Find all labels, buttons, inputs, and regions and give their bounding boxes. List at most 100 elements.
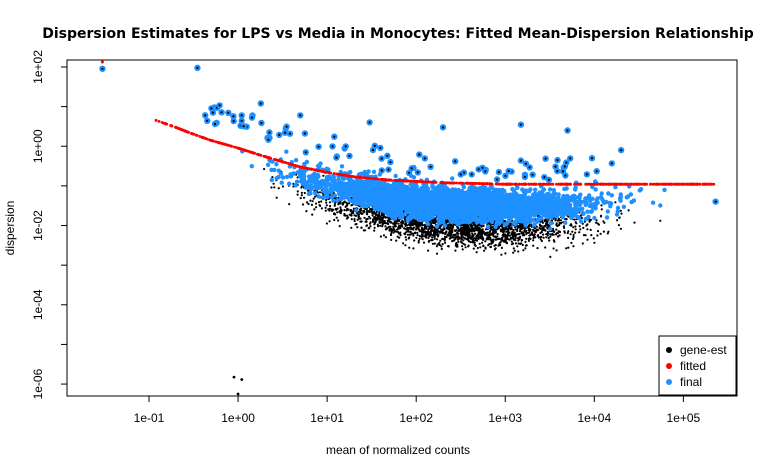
point-gene-est	[450, 223, 453, 226]
point-gene-est	[366, 217, 369, 221]
point-gene-est	[379, 235, 382, 238]
point-gene-est	[396, 228, 399, 231]
point-gene-est	[633, 221, 636, 224]
point-gene-est	[305, 210, 308, 213]
point-gene-est	[430, 228, 433, 231]
point-gene-est	[516, 229, 519, 233]
point-gene-est	[472, 247, 475, 250]
point-gene-est	[535, 225, 538, 228]
point-final	[321, 195, 326, 201]
point-gene-est	[552, 227, 555, 231]
point-gene-est	[338, 202, 342, 205]
point-gene-est	[525, 237, 528, 240]
point-final	[573, 185, 578, 190]
point-gene-est	[412, 247, 415, 250]
point-gene-est	[502, 239, 506, 242]
point-gene-est	[520, 242, 523, 245]
point-gene-est	[557, 230, 560, 233]
point-gene-est	[512, 231, 515, 235]
point-gene-est	[618, 216, 621, 219]
point-gene-est	[517, 242, 520, 245]
point-gene-est	[451, 230, 454, 233]
point-gene-est	[469, 224, 472, 227]
point-gene-est	[343, 212, 346, 216]
point-gene-est	[320, 200, 323, 203]
point-gene-est	[533, 233, 536, 236]
point-gene-est	[312, 197, 315, 200]
point-gene-est	[340, 209, 343, 212]
point-gene-est	[382, 222, 385, 225]
point-gene-est	[273, 186, 276, 189]
point-gene-est	[433, 237, 436, 240]
point-gene-est	[563, 231, 566, 234]
point-gene-est	[307, 202, 310, 206]
point-final	[353, 208, 359, 213]
point-gene-est	[570, 241, 573, 244]
point-gene-est	[539, 238, 542, 241]
point-gene-est	[348, 202, 351, 205]
point-gene-est	[415, 221, 418, 224]
point-gene-est	[525, 229, 528, 232]
point-gene-est	[547, 237, 550, 240]
point-gene-est	[498, 243, 501, 246]
point-gene-est	[417, 225, 420, 228]
point-gene-est	[554, 217, 557, 221]
point-gene-est	[507, 229, 510, 232]
point-gene-est	[403, 227, 406, 230]
point-final	[313, 191, 318, 196]
point-gene-est	[325, 204, 328, 207]
point-gene-est	[422, 241, 426, 244]
point-gene-est	[475, 239, 479, 242]
point-gene-est	[482, 244, 485, 247]
point-gene-est	[433, 242, 436, 245]
point-gene-est	[369, 208, 372, 211]
point-gene-est	[347, 208, 350, 211]
point-gene-est	[418, 228, 421, 231]
point-gene-est	[360, 212, 363, 215]
point-gene-est	[333, 203, 336, 206]
point-gene-est	[574, 231, 577, 234]
point-gene-est	[455, 232, 458, 235]
point-gene-est	[508, 234, 511, 237]
point-gene-est	[389, 233, 393, 237]
point-gene-est	[544, 246, 547, 249]
point-gene-est	[416, 234, 419, 237]
point-gene-est	[497, 237, 501, 240]
point-gene-est	[462, 242, 465, 245]
point-gene-est	[510, 243, 513, 246]
point-gene-est	[441, 243, 444, 246]
point-gene-est	[346, 202, 349, 205]
point-gene-est	[345, 217, 349, 220]
point-gene-est	[392, 231, 395, 234]
point-gene-est	[508, 238, 511, 241]
point-gene-est	[580, 216, 584, 220]
point-gene-est	[303, 191, 306, 195]
point-final	[533, 187, 538, 192]
point-gene-est	[582, 234, 586, 237]
point-final	[637, 188, 642, 193]
point-gene-est	[532, 239, 535, 242]
point-gene-est	[382, 214, 385, 217]
point-gene-est	[471, 226, 474, 229]
point-gene-est	[383, 219, 386, 223]
point-gene-est	[288, 203, 291, 206]
point-gene-est	[532, 236, 535, 239]
point-final	[609, 193, 614, 198]
point-final	[325, 190, 331, 195]
point-gene-est	[311, 213, 314, 216]
point-gene-est	[407, 230, 410, 233]
point-gene-est	[328, 207, 332, 210]
point-gene-est	[620, 212, 623, 215]
point-gene-est	[490, 241, 493, 244]
point-gene-est	[381, 220, 384, 223]
point-gene-est	[430, 239, 433, 242]
point-gene-est	[466, 235, 469, 238]
point-gene-est	[378, 221, 381, 224]
point-gene-est	[388, 218, 391, 221]
point-gene-est	[542, 236, 545, 239]
point-gene-est	[607, 230, 610, 233]
point-gene-est	[415, 236, 418, 239]
point-gene-est	[466, 231, 469, 234]
point-gene-est	[444, 232, 447, 235]
point-gene-est	[337, 219, 340, 222]
